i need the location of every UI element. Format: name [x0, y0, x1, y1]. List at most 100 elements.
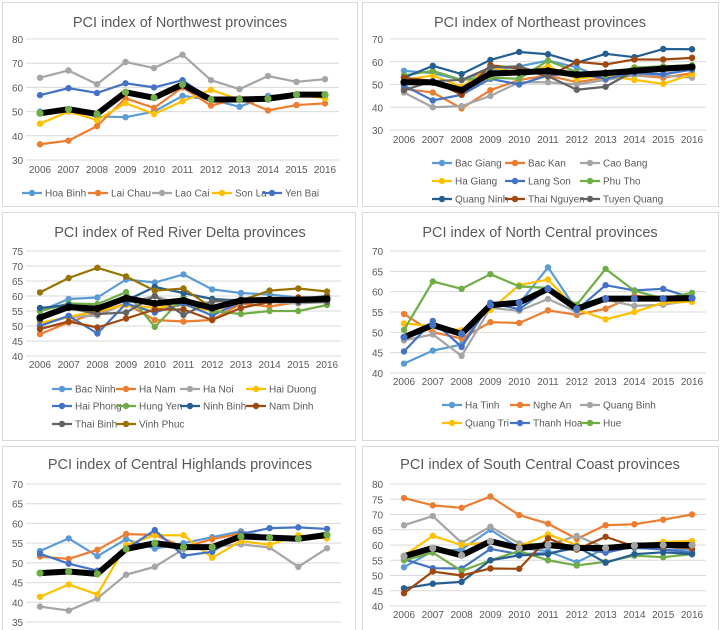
legend-label: Bac Giang — [455, 159, 502, 170]
data-point — [688, 289, 696, 297]
legend-marker — [268, 189, 276, 197]
chart-border — [362, 2, 719, 207]
data-point — [94, 294, 101, 301]
data-point — [630, 542, 639, 550]
data-point — [122, 113, 129, 121]
data-point — [266, 303, 273, 310]
data-point — [264, 72, 272, 80]
data-point — [515, 299, 523, 307]
average-series — [400, 537, 696, 560]
legend-marker — [186, 385, 194, 393]
data-point — [429, 62, 436, 70]
x-tick-label: 2012 — [566, 377, 589, 388]
data-point — [293, 78, 300, 86]
data-point — [294, 535, 302, 543]
data-point — [660, 71, 667, 78]
legend-label: Lao Cai — [175, 189, 209, 200]
x-tick-label: 2012 — [200, 165, 223, 176]
data-point — [429, 104, 436, 111]
legend-item: Hai Duong — [246, 385, 316, 396]
data-point — [179, 51, 186, 58]
data-point — [179, 296, 188, 305]
legend-label: Lai Chau — [111, 189, 151, 200]
data-point — [94, 324, 101, 331]
data-point — [292, 91, 301, 99]
legend-item: Thanh Hoa — [510, 419, 583, 430]
data-point — [544, 276, 552, 283]
legend-label: Hoa Binh — [45, 189, 86, 200]
data-point — [544, 557, 552, 564]
y-tick-label: 60 — [12, 292, 24, 303]
data-point — [688, 294, 696, 302]
legend-marker — [58, 420, 66, 428]
data-point — [659, 541, 667, 549]
data-point — [400, 494, 408, 502]
data-point — [429, 278, 436, 285]
legend-item: Thai Nguyen — [505, 195, 585, 206]
data-point — [209, 536, 216, 543]
data-point — [544, 72, 552, 80]
average-series — [400, 63, 696, 94]
data-point — [516, 565, 523, 572]
legend-marker — [448, 401, 456, 409]
data-point — [36, 593, 44, 600]
legend-marker — [586, 401, 594, 409]
x-tick-label: 2011 — [537, 135, 559, 146]
data-point — [150, 64, 158, 72]
x-tick-label: 2007 — [58, 360, 81, 371]
data-point — [36, 314, 44, 322]
data-point — [122, 294, 130, 302]
data-point — [36, 109, 44, 117]
x-tick-label: 2011 — [173, 360, 195, 371]
x-tick-label: 2007 — [422, 610, 445, 621]
y-tick-label: 65 — [12, 277, 24, 288]
data-point — [458, 567, 465, 575]
y-tick-label: 40 — [372, 602, 384, 613]
data-point — [321, 91, 329, 99]
data-point — [429, 532, 436, 540]
x-tick-label: 2009 — [479, 377, 502, 388]
legend-marker — [586, 195, 594, 203]
data-point — [151, 279, 158, 286]
x-tick-label: 2016 — [314, 165, 337, 176]
series-3 — [36, 532, 331, 600]
data-point — [151, 299, 159, 308]
data-point — [36, 330, 44, 338]
data-point — [660, 554, 667, 561]
legend-item: Bac Kan — [505, 159, 566, 170]
y-tick-label: 65 — [372, 526, 384, 537]
data-point — [207, 86, 215, 94]
chart-panel: PCI index of South Central Coast provinc… — [362, 446, 719, 630]
data-point — [602, 559, 609, 566]
data-point — [400, 326, 408, 334]
legend-item: Nam Dinh — [246, 402, 313, 413]
average-series — [36, 531, 331, 578]
data-point — [544, 79, 552, 86]
data-point — [209, 316, 216, 324]
legend-label: Nghe An — [533, 401, 571, 412]
legend-item: Ha Noi — [180, 385, 234, 396]
x-tick-label: 2013 — [594, 135, 617, 146]
legend-marker — [122, 385, 130, 393]
legend-item: Phu Tho — [580, 177, 641, 188]
legend-marker — [122, 420, 130, 428]
x-tick-label: 2009 — [114, 165, 137, 176]
data-point — [36, 74, 44, 81]
data-point — [266, 287, 273, 294]
legend-item: Quang Tri — [442, 419, 509, 430]
data-point — [487, 56, 494, 64]
data-point — [429, 67, 436, 75]
data-point — [209, 554, 216, 561]
y-tick-label: 60 — [372, 58, 384, 69]
data-point — [65, 274, 72, 282]
data-point — [516, 63, 523, 70]
y-tick-label: 50 — [12, 108, 24, 119]
y-tick-label: 50 — [12, 559, 24, 570]
legend-label: Thai Binh — [75, 420, 117, 431]
data-point — [180, 285, 187, 292]
data-point — [429, 580, 436, 587]
data-point — [122, 545, 130, 553]
data-point — [36, 91, 44, 99]
data-point — [544, 285, 552, 293]
x-tick-label: 2012 — [566, 610, 589, 621]
